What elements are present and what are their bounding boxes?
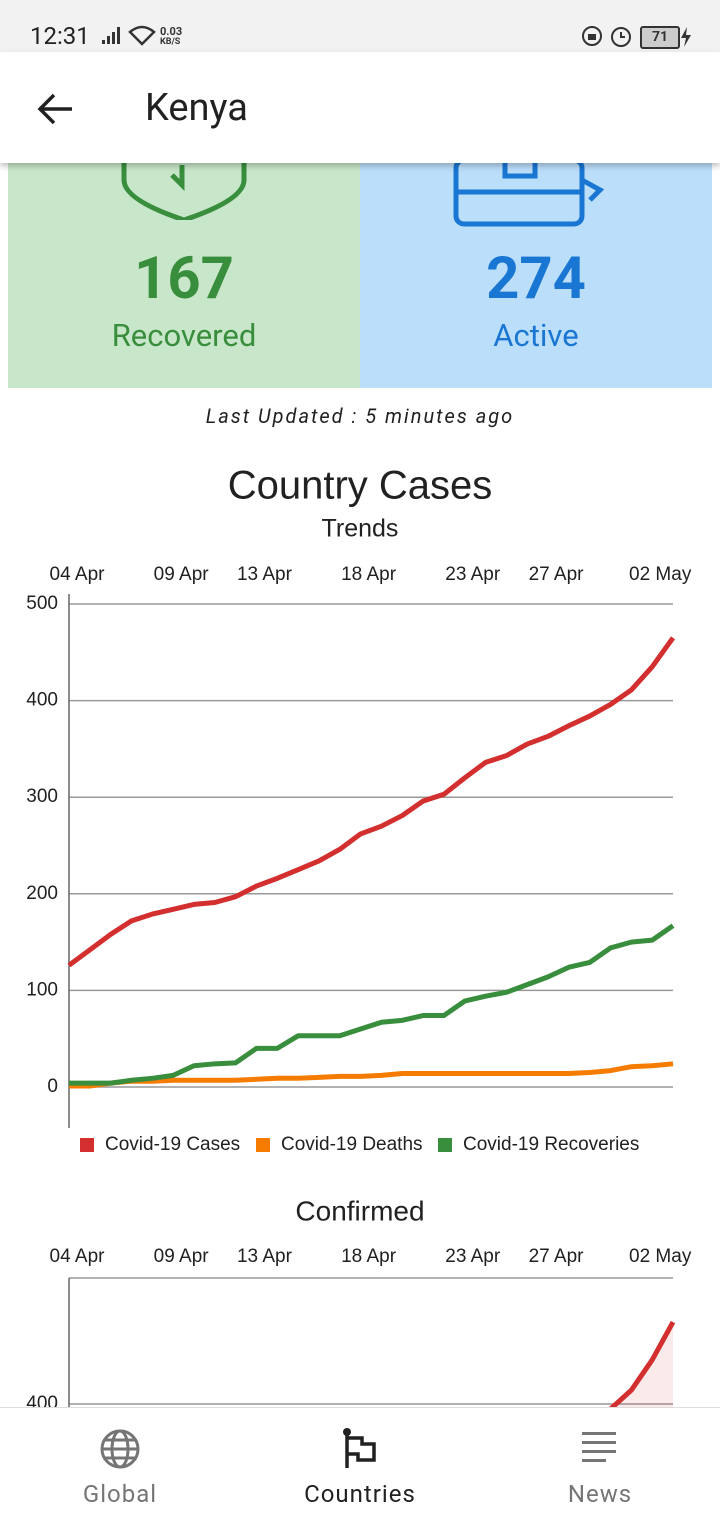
x-tick-label: 09 Apr: [154, 1246, 210, 1267]
status-icons: [582, 26, 631, 47]
y-tick-label: 500: [26, 593, 58, 614]
battery: 71: [640, 26, 680, 49]
app-bar: Kenya: [0, 52, 720, 163]
chart-title: Confirmed: [295, 1195, 424, 1226]
series-line: [69, 923, 675, 1086]
legend-swatch: [80, 1138, 94, 1152]
x-tick-label: 09 Apr: [154, 564, 210, 585]
area-fill: [612, 1322, 673, 1407]
x-tick-label: 04 Apr: [50, 564, 106, 585]
x-tick-label: 18 Apr: [341, 1246, 397, 1267]
x-tick-label: 13 Apr: [237, 564, 293, 585]
chart-subtitle: Trends: [322, 515, 399, 543]
recovered-card: 167 Recovered: [8, 120, 360, 388]
clock: 12:31: [30, 22, 90, 50]
x-tick-label: 18 Apr: [341, 564, 397, 585]
charts: Country Cases Trends 04 Apr 09 Apr 13 Apr 18 …: [26, 464, 692, 1407]
last-updated: Last Updated : 5 minutes ago: [205, 404, 515, 428]
plot: [68, 1277, 673, 1407]
nav-label: Countries: [304, 1480, 416, 1508]
back-button[interactable]: [36, 92, 76, 126]
globe-icon: [100, 1429, 140, 1469]
stat-label: Active: [493, 317, 579, 354]
flag-icon: [343, 1428, 376, 1468]
legend-label: Covid-19 Deaths: [281, 1134, 423, 1155]
nav-label: News: [567, 1480, 633, 1508]
x-tick-label: 23 Apr: [445, 564, 501, 585]
x-tick-label: 02 May: [629, 564, 692, 585]
stat-value: 274: [486, 245, 586, 313]
x-tick-label: 27 Apr: [529, 564, 585, 585]
charging-icon: [681, 27, 691, 47]
signal-icons: [102, 25, 156, 46]
bottom-nav: Global Countries News: [0, 1407, 720, 1521]
nav-countries[interactable]: Countries: [240, 1408, 480, 1521]
y-tick-label: 0: [47, 1076, 58, 1097]
status-bar: 12:31 0.03 KB/S 71: [0, 0, 720, 52]
chart-title: Country Cases: [228, 464, 493, 508]
y-tick-label: 300: [26, 786, 58, 807]
series-line: [69, 1061, 674, 1089]
plot: [68, 594, 673, 1128]
stat-value: 167: [134, 245, 234, 313]
x-tick-label: 02 May: [629, 1246, 692, 1267]
nav-global[interactable]: Global: [0, 1408, 240, 1521]
stat-label: Recovered: [111, 317, 257, 354]
news-icon: [582, 1432, 616, 1462]
series-line: [67, 636, 676, 968]
legend-swatch: [438, 1138, 452, 1152]
y-tick-label: 200: [26, 883, 58, 904]
y-tick-label: 400: [26, 690, 58, 711]
active-card: 274 Active: [360, 120, 712, 388]
app-title: Kenya: [145, 86, 248, 130]
x-tick-label: 13 Apr: [237, 1246, 293, 1267]
legend-swatch: [256, 1138, 270, 1152]
legend-label: Covid-19 Recoveries: [463, 1134, 639, 1155]
speed-unit: KB/S: [160, 37, 181, 47]
y-tick-label: 100: [26, 979, 58, 1000]
x-tick-label: 27 Apr: [529, 1246, 585, 1267]
shield-icon: [121, 160, 247, 220]
x-tick-label: 23 Apr: [445, 1246, 501, 1267]
x-tick-label: 04 Apr: [50, 1246, 106, 1267]
nav-news[interactable]: News: [480, 1408, 720, 1521]
y-tick-label: 400: [26, 1393, 58, 1407]
speed: 0.03: [160, 25, 183, 38]
legend-label: Covid-19 Cases: [105, 1134, 240, 1155]
nav-label: Global: [82, 1480, 158, 1508]
area-line: [609, 1320, 676, 1407]
